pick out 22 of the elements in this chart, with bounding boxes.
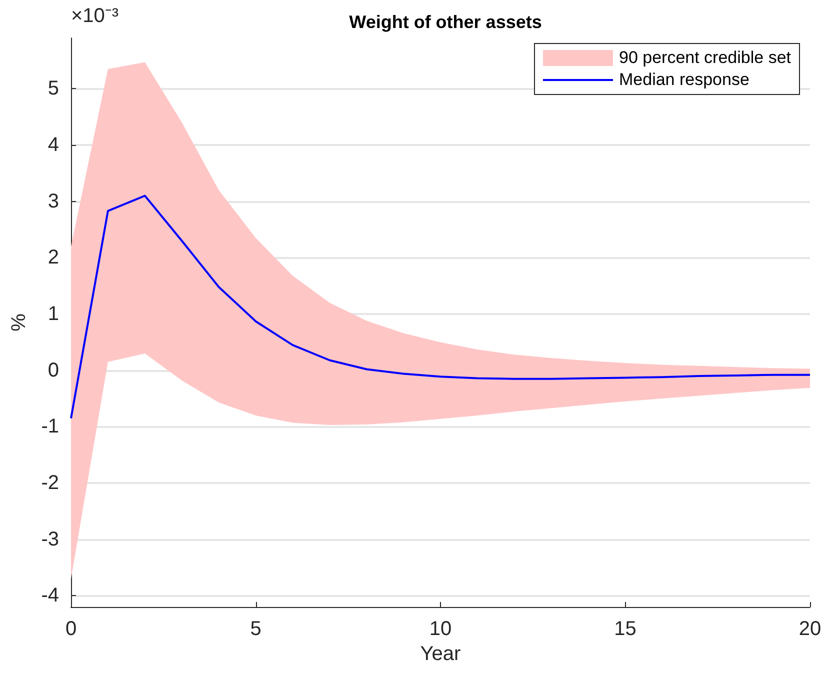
- x-tick-label: 10: [429, 618, 452, 640]
- y-tick-label: 4: [48, 134, 59, 156]
- line-series: [70, 194, 811, 420]
- x-axis-title: Year: [420, 642, 462, 665]
- x-tick-label: 5: [250, 618, 262, 640]
- legend-label: Median response: [619, 70, 750, 90]
- y-tick-label: -2: [41, 472, 59, 494]
- y-axis-title: %: [8, 313, 30, 332]
- y-tick-label: 0: [48, 359, 59, 382]
- y-tick-label: 2: [48, 246, 59, 269]
- y-tick-label: -1: [41, 416, 59, 438]
- x-tick-label: 20: [798, 618, 822, 640]
- x-tick-label: 0: [65, 618, 77, 640]
- y-tick-label: 5: [48, 78, 59, 100]
- y-tick-label: -3: [41, 528, 59, 550]
- text: ×10⁻³: [71, 5, 119, 27]
- annotation: 90 percent credible set: [619, 48, 791, 68]
- chart-title: Weight of other assets: [349, 12, 542, 32]
- y-tick-label: -4: [41, 584, 59, 607]
- x-tick-label: 15: [614, 618, 636, 640]
- y-tick-label: 1: [48, 303, 59, 326]
- y-tick-label: 3: [48, 190, 59, 212]
